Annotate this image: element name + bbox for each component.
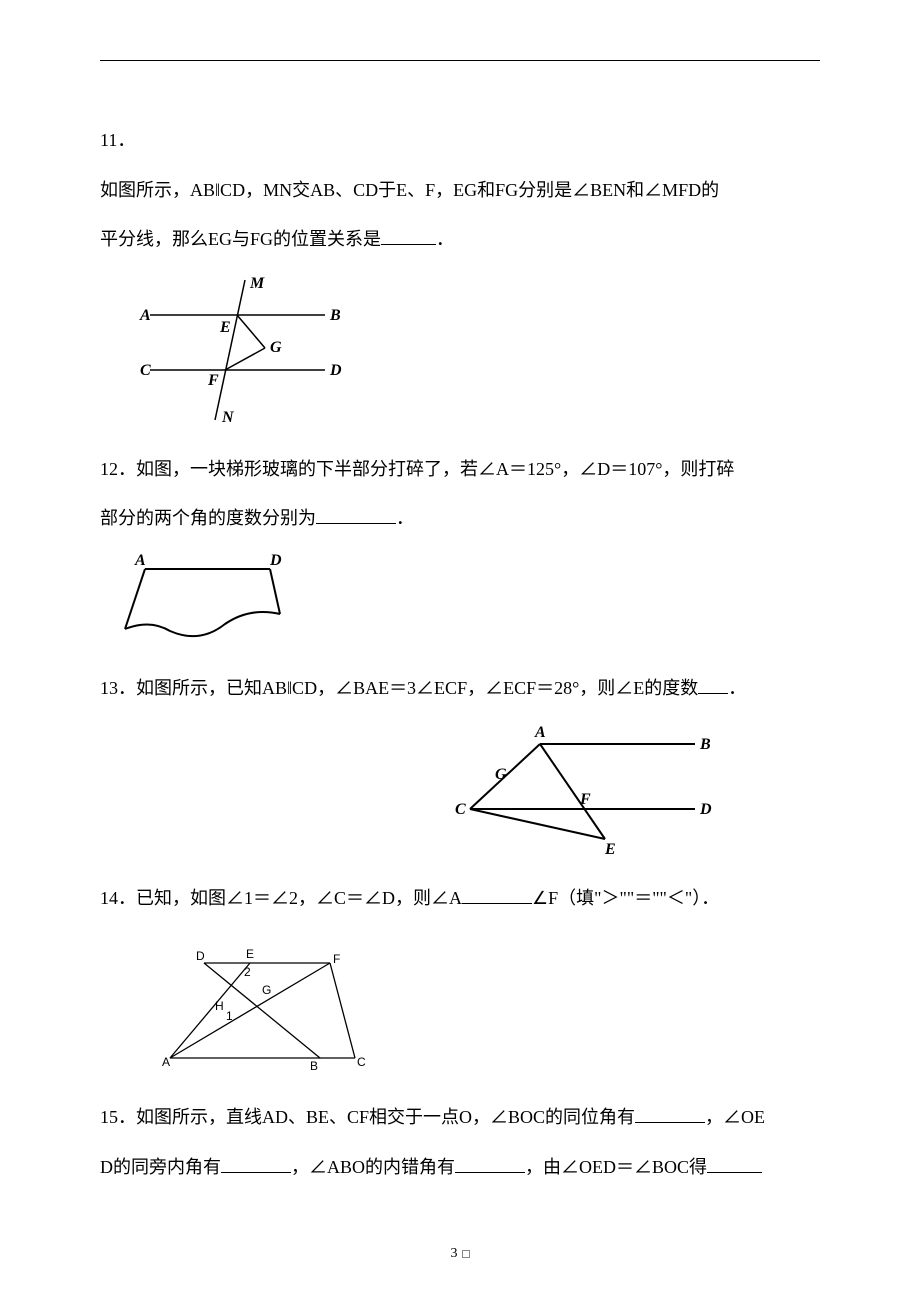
figure-14: D E F A B C G H 2 1 [160, 938, 820, 1078]
figure-11: A B C D M N E F G [130, 270, 820, 430]
q14-number: 14． [100, 888, 136, 908]
q15-blank1 [635, 1104, 705, 1123]
q11-blank [381, 226, 436, 245]
q13-blank [698, 675, 728, 694]
figure-12: A D [110, 549, 820, 649]
q12-text2a: 部分的两个角的度数分别为 [100, 508, 316, 528]
fig12-A: A [134, 552, 146, 569]
q15-text2b: ，∠ABO的内错角有 [291, 1157, 455, 1177]
fig13-D: D [699, 801, 712, 818]
problem-13-line1: 13．如图所示，已知AB‖CD，∠BAE＝3∠ECF，∠ECF＝28°，则∠E的… [100, 669, 820, 709]
fig12-D: D [269, 552, 282, 569]
q12-text1: 如图，一块梯形玻璃的下半部分打碎了，若∠A＝125°，∠D＝107°，则打碎 [136, 459, 734, 479]
fig11-svg: A B C D M N E F G [130, 270, 350, 430]
fig14-E: E [246, 947, 254, 961]
q12-number: 12． [100, 459, 136, 479]
q11-text2a: 平分线，那么EG与FG的位置关系是 [100, 229, 381, 249]
problem-11: 11． [100, 121, 820, 161]
fig11-N: N [221, 409, 235, 426]
q15-text2c: ，由∠OED＝∠BOC得 [525, 1157, 707, 1177]
fig13-A: A [534, 724, 546, 741]
fig12-svg: A D [110, 549, 310, 649]
fig13-E: E [604, 841, 616, 858]
fig14-2: 2 [244, 965, 251, 979]
q12-blank [316, 505, 396, 524]
fig13-B: B [699, 736, 711, 753]
fig14-D: D [196, 949, 205, 963]
q14-blank [462, 885, 532, 904]
q15-number: 15． [100, 1107, 136, 1127]
fig13-F: F [579, 791, 591, 808]
q13-text1b: ． [728, 678, 746, 698]
problem-15-line2: D的同旁内角有 ，∠ABO的内错角有 ，由∠OED＝∠BOC得 [100, 1148, 820, 1188]
q14-text1b: ∠F（填"＞""＝""＜"）． [532, 888, 719, 908]
fig13-G: G [495, 766, 507, 783]
fig11-F: F [207, 372, 219, 389]
fig13-C: C [455, 801, 466, 818]
problem-15-line1: 15．如图所示，直线AD、BE、CF相交于一点O，∠BOC的同位角有 ，∠OE [100, 1098, 820, 1138]
fig14-1: 1 [226, 1009, 233, 1023]
fig14-svg: D E F A B C G H 2 1 [160, 938, 390, 1078]
problem-12-line1: 12．如图，一块梯形玻璃的下半部分打碎了，若∠A＝125°，∠D＝107°，则打… [100, 450, 820, 490]
fig11-B: B [329, 307, 341, 324]
page-marker-icon [462, 1250, 470, 1258]
figure-13: A B C D E F G [440, 719, 820, 859]
fig14-H: H [215, 999, 224, 1013]
problem-14-line1: 14．已知，如图∠1＝∠2，∠C＝∠D，则∠A ∠F（填"＞""＝""＜"）． [100, 879, 820, 919]
q12-text2b: ． [396, 508, 414, 528]
q11-text1: 如图所示，AB‖CD，MN交AB、CD于E、F，EG和FG分别是∠BEN和∠MF… [100, 180, 719, 200]
fig14-F: F [333, 952, 340, 966]
q15-text2a: D的同旁内角有 [100, 1157, 221, 1177]
fig13-svg: A B C D E F G [440, 719, 720, 859]
q14-text1a: 已知，如图∠1＝∠2，∠C＝∠D，则∠A [136, 888, 462, 908]
fig14-B: B [310, 1059, 318, 1073]
fig11-A: A [139, 307, 151, 324]
fig11-C: C [140, 362, 151, 379]
q15-blank2 [221, 1154, 291, 1173]
q15-blank4 [707, 1154, 762, 1173]
page-number: 3 [451, 1246, 458, 1261]
page-number-container: 3 [0, 1246, 920, 1262]
fig14-G: G [262, 983, 271, 997]
q13-text1a: 如图所示，已知AB‖CD，∠BAE＝3∠ECF，∠ECF＝28°，则∠E的度数 [136, 678, 698, 698]
q15-text1a: 如图所示，直线AD、BE、CF相交于一点O，∠BOC的同位角有 [136, 1107, 635, 1127]
fig11-G: G [270, 339, 282, 356]
problem-11-line2: 平分线，那么EG与FG的位置关系是 ． [100, 220, 820, 260]
header-rule [100, 60, 820, 61]
fig14-A: A [162, 1055, 170, 1069]
problem-12-line2: 部分的两个角的度数分别为 ． [100, 499, 820, 539]
q15-blank3 [455, 1154, 525, 1173]
fig11-E: E [219, 319, 231, 336]
fig11-M: M [249, 275, 265, 292]
fig11-D: D [329, 362, 342, 379]
q13-number: 13． [100, 678, 136, 698]
fig14-C: C [357, 1055, 366, 1069]
q15-text1b: ，∠OE [705, 1107, 765, 1127]
q11-number: 11． [100, 130, 135, 150]
q11-text2b: ． [436, 229, 454, 249]
problem-11-line1: 如图所示，AB‖CD，MN交AB、CD于E、F，EG和FG分别是∠BEN和∠MF… [100, 171, 820, 211]
